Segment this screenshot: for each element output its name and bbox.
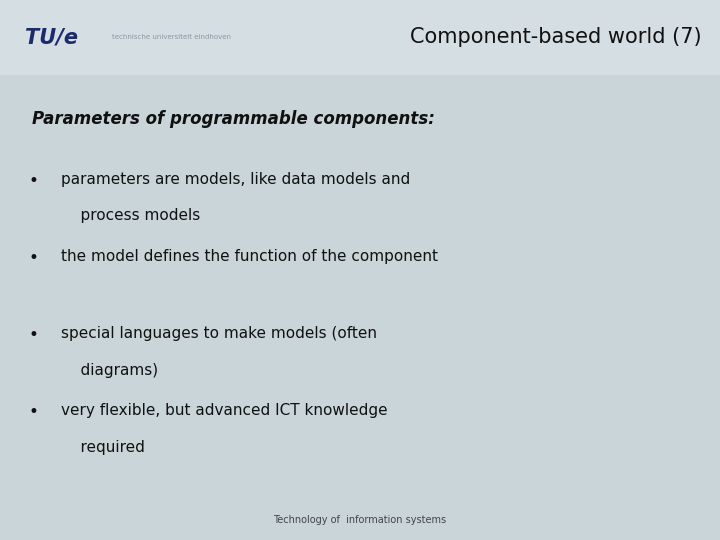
Text: diagrams): diagrams) [61,363,158,377]
Text: process models: process models [61,208,200,224]
Text: •: • [29,403,39,421]
Text: parameters are models, like data models and: parameters are models, like data models … [61,172,410,187]
Text: •: • [29,249,39,267]
Text: Component-based world (7): Component-based world (7) [410,27,702,48]
Text: technische universiteit eindhoven: technische universiteit eindhoven [112,34,230,40]
Text: the model defines the function of the component: the model defines the function of the co… [61,249,438,264]
Text: TU/e: TU/e [25,27,78,48]
Text: Technology of  information systems: Technology of information systems [274,515,446,525]
Text: Parameters of programmable components:: Parameters of programmable components: [32,110,436,127]
Text: very flexible, but advanced ICT knowledge: very flexible, but advanced ICT knowledg… [61,403,388,418]
FancyBboxPatch shape [0,0,720,75]
Text: •: • [29,326,39,344]
Text: •: • [29,172,39,190]
Text: required: required [61,440,145,455]
Text: special languages to make models (often: special languages to make models (often [61,326,377,341]
